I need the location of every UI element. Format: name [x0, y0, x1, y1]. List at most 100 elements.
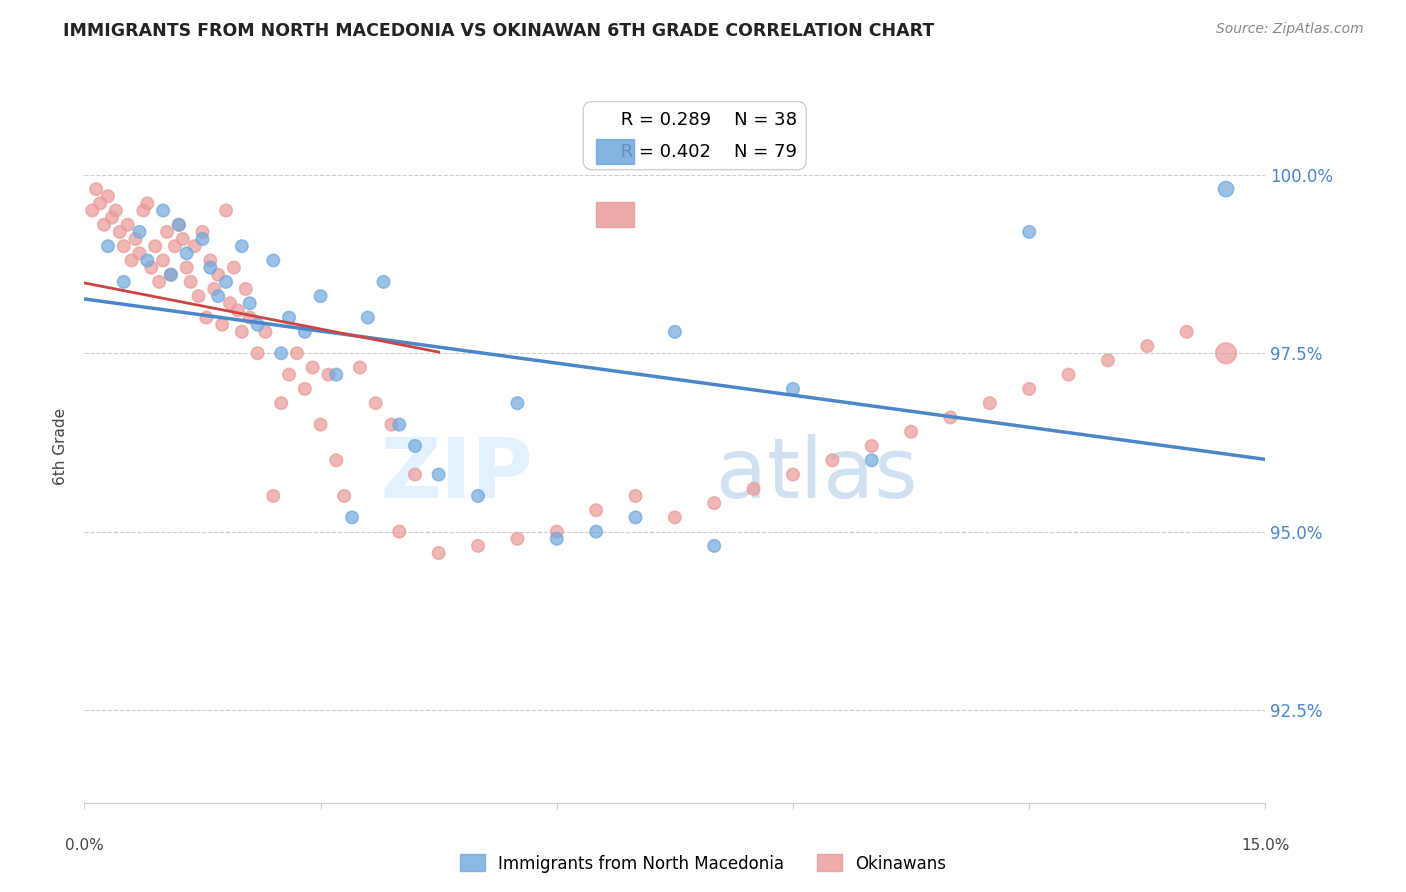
- Point: [1097, 353, 1119, 368]
- Point: [703, 496, 725, 510]
- Point: [231, 239, 253, 253]
- Point: [152, 253, 174, 268]
- Point: [207, 289, 229, 303]
- Text: R = 0.289    N = 38
     R = 0.402    N = 79: R = 0.289 N = 38 R = 0.402 N = 79: [592, 111, 797, 161]
- Bar: [596, 202, 634, 227]
- Point: [172, 232, 194, 246]
- Point: [546, 532, 568, 546]
- Text: 15.0%: 15.0%: [1241, 838, 1289, 854]
- Point: [427, 546, 450, 560]
- Point: [294, 325, 316, 339]
- Point: [101, 211, 124, 225]
- Point: [546, 524, 568, 539]
- Point: [349, 360, 371, 375]
- Point: [1136, 339, 1159, 353]
- Point: [195, 310, 218, 325]
- Point: [82, 203, 104, 218]
- Point: [152, 203, 174, 218]
- Text: Source: ZipAtlas.com: Source: ZipAtlas.com: [1216, 22, 1364, 37]
- Point: [84, 182, 107, 196]
- Point: [160, 268, 183, 282]
- Point: [1215, 182, 1237, 196]
- Point: [132, 203, 155, 218]
- Point: [278, 368, 301, 382]
- Point: [176, 260, 198, 275]
- Point: [136, 196, 159, 211]
- Bar: [596, 139, 634, 164]
- Point: [246, 318, 269, 332]
- Point: [860, 439, 883, 453]
- Point: [388, 524, 411, 539]
- Point: [373, 275, 395, 289]
- Point: [1018, 382, 1040, 396]
- Point: [215, 203, 238, 218]
- Point: [191, 225, 214, 239]
- Point: [202, 282, 225, 296]
- Point: [108, 225, 131, 239]
- Point: [239, 296, 262, 310]
- Point: [585, 503, 607, 517]
- Point: [1057, 368, 1080, 382]
- Point: [262, 253, 284, 268]
- Point: [270, 396, 292, 410]
- Point: [226, 303, 249, 318]
- Point: [624, 510, 647, 524]
- Text: atlas: atlas: [716, 434, 918, 515]
- Point: [278, 310, 301, 325]
- Point: [900, 425, 922, 439]
- Point: [246, 346, 269, 360]
- Point: [821, 453, 844, 467]
- Point: [782, 467, 804, 482]
- Text: ZIP: ZIP: [381, 434, 533, 515]
- Point: [270, 346, 292, 360]
- Point: [97, 189, 120, 203]
- Point: [215, 275, 238, 289]
- Point: [183, 239, 205, 253]
- Point: [187, 289, 209, 303]
- Point: [239, 310, 262, 325]
- Point: [380, 417, 402, 432]
- Point: [231, 325, 253, 339]
- Point: [167, 218, 190, 232]
- Point: [141, 260, 163, 275]
- Point: [97, 239, 120, 253]
- Point: [325, 453, 347, 467]
- Point: [176, 246, 198, 260]
- Point: [112, 239, 135, 253]
- Point: [467, 539, 489, 553]
- Point: [254, 325, 277, 339]
- Point: [427, 467, 450, 482]
- Point: [180, 275, 202, 289]
- Point: [364, 396, 387, 410]
- Point: [404, 439, 426, 453]
- Point: [301, 360, 323, 375]
- Point: [860, 453, 883, 467]
- Point: [1175, 325, 1198, 339]
- Point: [624, 489, 647, 503]
- Point: [191, 232, 214, 246]
- Point: [262, 489, 284, 503]
- Point: [124, 232, 146, 246]
- Point: [128, 225, 150, 239]
- Point: [309, 289, 332, 303]
- Point: [467, 489, 489, 503]
- Point: [1215, 346, 1237, 360]
- Point: [294, 382, 316, 396]
- Point: [222, 260, 245, 275]
- Point: [207, 268, 229, 282]
- Point: [136, 253, 159, 268]
- Point: [200, 253, 222, 268]
- Point: [333, 489, 356, 503]
- Point: [388, 417, 411, 432]
- Point: [939, 410, 962, 425]
- Point: [156, 225, 179, 239]
- Point: [89, 196, 111, 211]
- Point: [167, 218, 190, 232]
- Point: [742, 482, 765, 496]
- Point: [664, 325, 686, 339]
- Point: [211, 318, 233, 332]
- Point: [1018, 225, 1040, 239]
- Point: [703, 539, 725, 553]
- Point: [325, 368, 347, 382]
- Point: [506, 396, 529, 410]
